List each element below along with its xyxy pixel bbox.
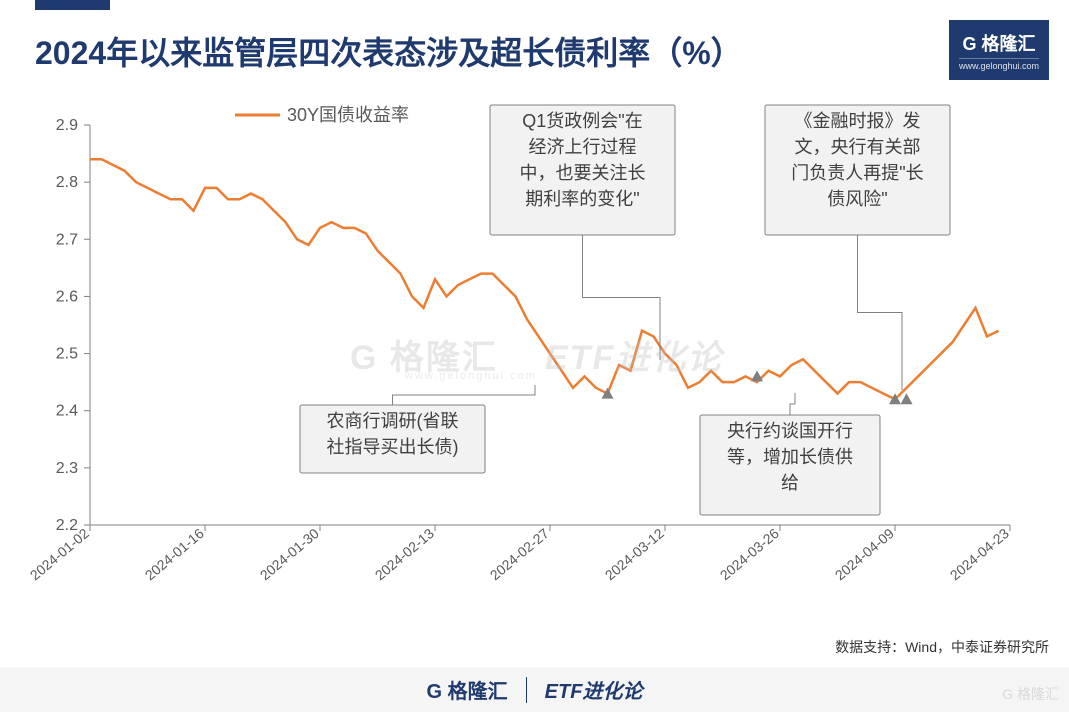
footer-bar: G 格隆汇 ETF进化论 (0, 667, 1069, 712)
svg-text:中，也要关注长: 中，也要关注长 (520, 163, 646, 183)
svg-text:2024-03-26: 2024-03-26 (717, 525, 782, 583)
svg-text:2024-01-16: 2024-01-16 (142, 525, 207, 583)
svg-text:农商行调研(省联: 农商行调研(省联 (327, 411, 459, 431)
footer-sub: ETF进化论 (545, 675, 643, 704)
line-chart: 2.22.32.42.52.62.72.82.92024-01-022024-0… (35, 95, 1035, 615)
chart-container: 2.22.32.42.52.62.72.82.92024-01-022024-0… (35, 95, 1035, 615)
svg-text:文，央行有关部: 文，央行有关部 (795, 137, 921, 157)
svg-text:经济上行过程: 经济上行过程 (529, 137, 637, 157)
svg-text:2.3: 2.3 (56, 460, 78, 477)
page-title: 2024年以来监管层四次表态涉及超长债利率（%） (35, 28, 743, 74)
top-accent-bar (35, 0, 110, 10)
svg-text:《金融时报》发: 《金融时报》发 (795, 111, 921, 131)
svg-text:30Y国债收益率: 30Y国债收益率 (287, 105, 409, 125)
svg-text:2.6: 2.6 (56, 288, 78, 305)
svg-text:2024-01-30: 2024-01-30 (257, 525, 322, 583)
svg-text:2024-02-13: 2024-02-13 (372, 525, 437, 583)
svg-text:2024-02-27: 2024-02-27 (487, 525, 552, 583)
svg-text:2024-04-23: 2024-04-23 (947, 525, 1012, 583)
svg-text:2024-03-12: 2024-03-12 (602, 525, 667, 583)
svg-text:社指导买出长债): 社指导买出长债) (327, 437, 459, 457)
svg-text:等，增加长债供: 等，增加长债供 (727, 447, 853, 467)
svg-text:Q1货政例会"在: Q1货政例会"在 (522, 111, 642, 131)
logo-text: G 格隆汇 (962, 30, 1035, 56)
data-source: 数据支持：Wind，中泰证券研究所 (835, 637, 1049, 657)
footer-logo: G 格隆汇 (427, 675, 508, 704)
svg-text:2024-04-09: 2024-04-09 (832, 525, 897, 583)
logo-url: www.gelonghui.com (959, 58, 1039, 71)
svg-text:期利率的变化": 期利率的变化" (525, 189, 639, 209)
svg-text:2.9: 2.9 (56, 117, 78, 134)
corner-watermark: G 格隆汇 (1002, 684, 1059, 704)
brand-logo: G 格隆汇 www.gelonghui.com (949, 20, 1049, 80)
svg-text:2.7: 2.7 (56, 231, 78, 248)
svg-text:债风险": 债风险" (827, 189, 887, 209)
svg-text:2.8: 2.8 (56, 174, 78, 191)
footer-divider (526, 677, 527, 703)
svg-text:2.5: 2.5 (56, 346, 78, 363)
svg-text:央行约谈国开行: 央行约谈国开行 (727, 421, 853, 441)
svg-text:门负责人再提"长: 门负责人再提"长 (791, 163, 923, 183)
svg-text:给: 给 (781, 473, 799, 493)
svg-text:2.4: 2.4 (56, 403, 78, 420)
